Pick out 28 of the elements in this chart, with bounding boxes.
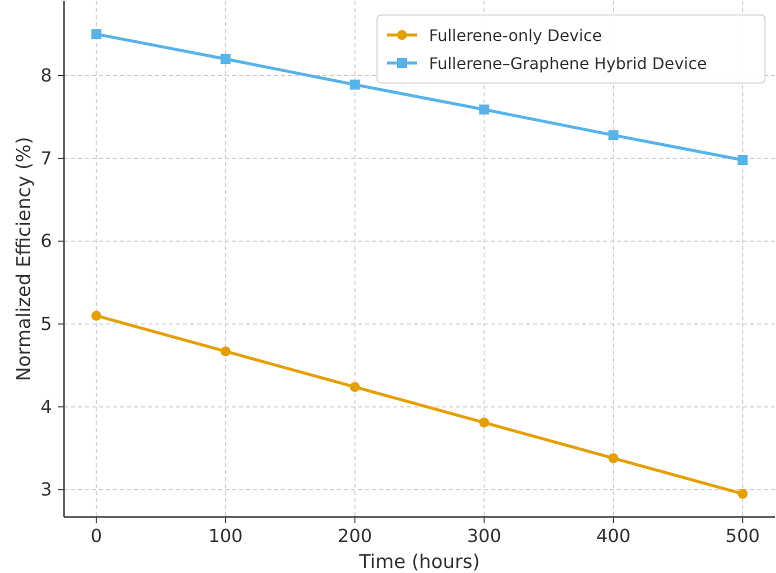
y-tick-label: 3 [40, 480, 52, 501]
x-tick-label: 200 [338, 526, 372, 547]
y-tick-label: 8 [40, 66, 52, 87]
point [738, 155, 748, 166]
x-tick-label: 300 [466, 526, 502, 547]
x-tick-label: 400 [596, 526, 631, 547]
point [608, 453, 618, 464]
x-tick-label: 500 [726, 526, 760, 547]
x-axis-title: Time (hours) [358, 551, 480, 573]
y-tick-label: 7 [40, 148, 52, 170]
point [479, 104, 490, 114]
point [220, 54, 231, 64]
legend-label: Fullerene–Graphene Hybrid Device [429, 54, 707, 73]
y-tick-label: 6 [40, 231, 52, 252]
y-tick-label: 4 [40, 396, 52, 418]
point [479, 418, 490, 428]
y-axis-title: Normalized Efficiency (%) [13, 136, 35, 382]
point [91, 29, 102, 40]
point [738, 488, 748, 499]
point [350, 382, 360, 392]
x-tick-label: 100 [208, 526, 243, 547]
x-tick-label: 0 [90, 526, 102, 547]
point [350, 80, 360, 90]
legend-label: Fullerene-only Device [429, 26, 602, 45]
point [220, 346, 231, 356]
point [91, 310, 102, 321]
point [608, 130, 618, 140]
y-tick-label: 5 [40, 314, 52, 336]
